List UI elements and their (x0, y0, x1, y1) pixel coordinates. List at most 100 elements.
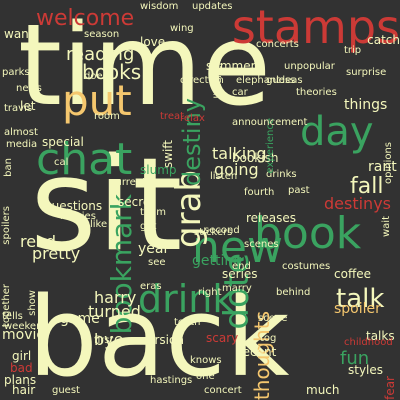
word-eras: eras (140, 281, 162, 292)
word-book: book (254, 208, 362, 259)
word-season: season (84, 29, 120, 40)
word-announcement: announcement (232, 117, 308, 128)
word-movies: movies (60, 211, 96, 222)
word-year: year (138, 241, 170, 257)
word-new: new (192, 222, 283, 273)
word-put: put (62, 76, 132, 125)
word-end: end (232, 261, 251, 272)
word-updates: updates (192, 1, 233, 12)
word-does: does (84, 71, 108, 82)
word-styles: styles (348, 363, 384, 377)
word-current: current (110, 177, 147, 188)
word-day: day (300, 109, 374, 155)
word-bookish: bookish (232, 151, 279, 165)
word-wisdom: wisdom (140, 1, 179, 12)
word-treat: treat (160, 111, 185, 122)
word-sit: sit (30, 131, 183, 280)
word-listeners: listeners (213, 56, 224, 99)
word-stamps: stamps (231, 0, 400, 54)
word-media: media (6, 139, 38, 150)
word-plans: plans (4, 373, 37, 387)
word-want: want (4, 27, 34, 41)
word-room: room (94, 111, 120, 122)
word-talks: talks (366, 329, 395, 343)
word-fun: fun (340, 348, 370, 369)
word-second: second (204, 225, 240, 236)
word-cal: cal (54, 157, 69, 168)
word-releases: releases (246, 211, 297, 225)
word-read: read (20, 232, 57, 251)
word-secret: secret (118, 195, 155, 209)
word-fear: fear (383, 376, 397, 400)
word-elephant: elephant (236, 75, 281, 86)
word-scenes: scenes (244, 239, 279, 250)
word-game: game (60, 311, 100, 327)
word-first: first (94, 335, 114, 346)
word-guess: guess (266, 75, 296, 86)
word-harry: harry (94, 288, 137, 307)
word-much: much (306, 383, 340, 397)
word-theories: theories (296, 87, 337, 98)
word-parks: parks (2, 67, 30, 78)
word-spoiler: spoiler (334, 301, 381, 317)
word-scary: scary (206, 331, 239, 345)
word-ban: ban (3, 158, 14, 177)
word-hair: hair (12, 383, 36, 397)
word-show: show (27, 290, 38, 316)
word-right: right (198, 287, 222, 298)
word-got: got (140, 221, 157, 232)
word-one: one (196, 371, 215, 382)
word-reading: reading (66, 44, 135, 65)
word-movie: movie (2, 327, 45, 343)
word-love: love (140, 35, 166, 49)
word-behind: behind (276, 287, 311, 298)
word-news: news (16, 83, 42, 94)
word-tog: tog (260, 333, 277, 344)
word-version: version (140, 333, 184, 347)
word-questions: questions (44, 199, 103, 213)
word-opinions: opinions (383, 142, 394, 185)
word-girl: girl (12, 349, 32, 363)
word-turned: turned (88, 302, 141, 321)
word-almost: almost (4, 127, 38, 138)
word-back: back (28, 273, 290, 400)
word-let: let (20, 99, 36, 113)
word-fourth: fourth (244, 187, 275, 198)
word-together: together (1, 284, 12, 328)
word-rant: rant (368, 159, 397, 175)
word-going: going (214, 160, 259, 179)
word-wait: wait (381, 216, 392, 238)
word-coffee: coffee (334, 267, 371, 281)
word-marry: marry (222, 283, 252, 294)
word-special: special (42, 135, 84, 149)
word-destinys: destinys (324, 194, 391, 213)
word-concert: concert (204, 385, 242, 396)
word-wing: wing (170, 23, 194, 34)
word-see: see (148, 257, 166, 268)
word-talking: talking (212, 144, 267, 163)
word-things: things (344, 97, 388, 113)
word-welcome: welcome (36, 6, 135, 31)
word-recent: recent (238, 345, 277, 359)
word-knows: knows (190, 355, 222, 366)
word-series: series (222, 267, 258, 281)
word-travis: travis (4, 103, 33, 114)
word-guest: guest (52, 385, 80, 396)
word-drink: drink (138, 277, 235, 321)
word-listen: listen (210, 171, 238, 182)
word-stickers: stickers (194, 227, 233, 238)
word-ideas: ideas (276, 75, 303, 86)
word-talk: talk (336, 284, 385, 314)
word-direction: direction (180, 75, 224, 86)
word-past: past (288, 185, 310, 196)
word-surprise: surprise (346, 67, 387, 78)
word-trip: trip (344, 45, 362, 56)
word-drinks: drinks (266, 169, 297, 180)
word-spoilers: spoilers (1, 206, 12, 245)
word-fall: fall (350, 174, 384, 199)
word-relax: relax (180, 113, 205, 124)
word-pretty: pretty (32, 244, 81, 263)
word-scene: scene (258, 313, 288, 324)
word-concerts: concerts (256, 39, 299, 50)
